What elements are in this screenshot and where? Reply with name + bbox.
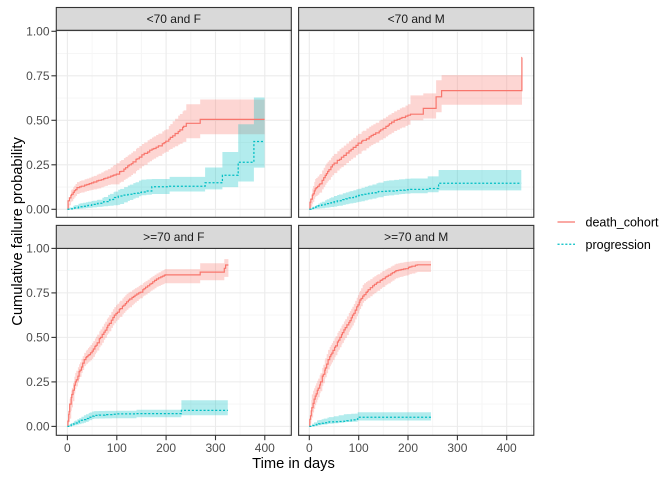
svg-text:<70 and F: <70 and F xyxy=(147,12,201,26)
svg-text:0: 0 xyxy=(64,441,71,455)
svg-text:0.00: 0.00 xyxy=(26,420,50,434)
svg-text:0.75: 0.75 xyxy=(26,69,50,83)
svg-text:300: 300 xyxy=(447,441,467,455)
svg-text:100: 100 xyxy=(349,441,369,455)
svg-text:1.00: 1.00 xyxy=(26,25,50,39)
svg-text:>=70 and F: >=70 and F xyxy=(143,230,204,244)
svg-text:0.00: 0.00 xyxy=(26,203,50,217)
svg-text:200: 200 xyxy=(398,441,418,455)
svg-text:300: 300 xyxy=(205,441,225,455)
svg-text:400: 400 xyxy=(255,441,275,455)
svg-text:400: 400 xyxy=(497,441,517,455)
svg-text:<70 and M: <70 and M xyxy=(388,12,445,26)
svg-text:0.25: 0.25 xyxy=(26,375,50,389)
svg-text:0.50: 0.50 xyxy=(26,114,50,128)
svg-text:progression: progression xyxy=(586,238,651,252)
svg-text:0.25: 0.25 xyxy=(26,158,50,172)
svg-text:Cumulative failure probability: Cumulative failure probability xyxy=(10,137,26,326)
svg-text:0.50: 0.50 xyxy=(26,331,50,345)
svg-text:0.75: 0.75 xyxy=(26,286,50,300)
svg-text:100: 100 xyxy=(107,441,127,455)
svg-text:0: 0 xyxy=(306,441,313,455)
svg-text:1.00: 1.00 xyxy=(26,242,50,256)
svg-text:Time in days: Time in days xyxy=(252,456,335,472)
svg-text:>=70 and M: >=70 and M xyxy=(384,230,448,244)
svg-text:200: 200 xyxy=(156,441,176,455)
svg-text:death_cohort: death_cohort xyxy=(586,216,660,230)
